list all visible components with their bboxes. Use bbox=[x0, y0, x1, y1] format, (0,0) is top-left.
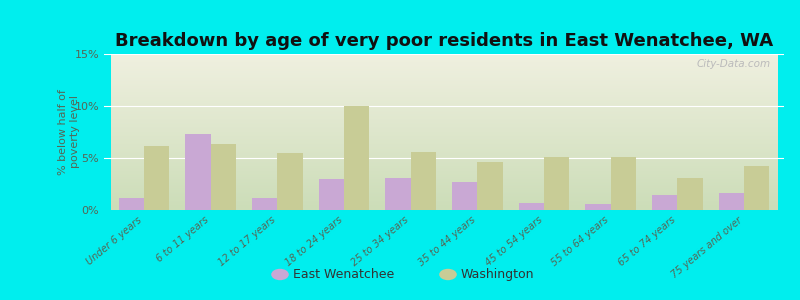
Y-axis label: % below half of
poverty level: % below half of poverty level bbox=[58, 89, 80, 175]
Bar bbox=[478, 162, 502, 210]
Ellipse shape bbox=[271, 269, 289, 280]
Bar bbox=[678, 178, 702, 210]
Bar bbox=[718, 194, 744, 210]
Bar bbox=[586, 204, 610, 210]
Bar bbox=[252, 197, 278, 210]
Bar bbox=[610, 157, 636, 210]
Text: East Wenatchee: East Wenatchee bbox=[293, 268, 394, 281]
Bar bbox=[278, 153, 302, 210]
Title: Breakdown by age of very poor residents in East Wenatchee, WA: Breakdown by age of very poor residents … bbox=[115, 32, 773, 50]
Bar bbox=[386, 178, 410, 210]
Bar bbox=[318, 179, 344, 210]
Bar bbox=[518, 203, 544, 210]
Bar bbox=[544, 157, 570, 210]
Bar bbox=[410, 152, 436, 210]
Bar bbox=[210, 145, 236, 210]
Text: Washington: Washington bbox=[461, 268, 534, 281]
Text: City-Data.com: City-Data.com bbox=[696, 59, 770, 69]
Bar bbox=[186, 134, 210, 210]
Bar bbox=[344, 106, 370, 210]
Bar bbox=[144, 146, 170, 210]
Bar bbox=[118, 197, 144, 210]
Bar bbox=[744, 166, 770, 210]
Bar bbox=[652, 195, 678, 210]
Ellipse shape bbox=[439, 269, 457, 280]
Bar bbox=[452, 182, 478, 210]
